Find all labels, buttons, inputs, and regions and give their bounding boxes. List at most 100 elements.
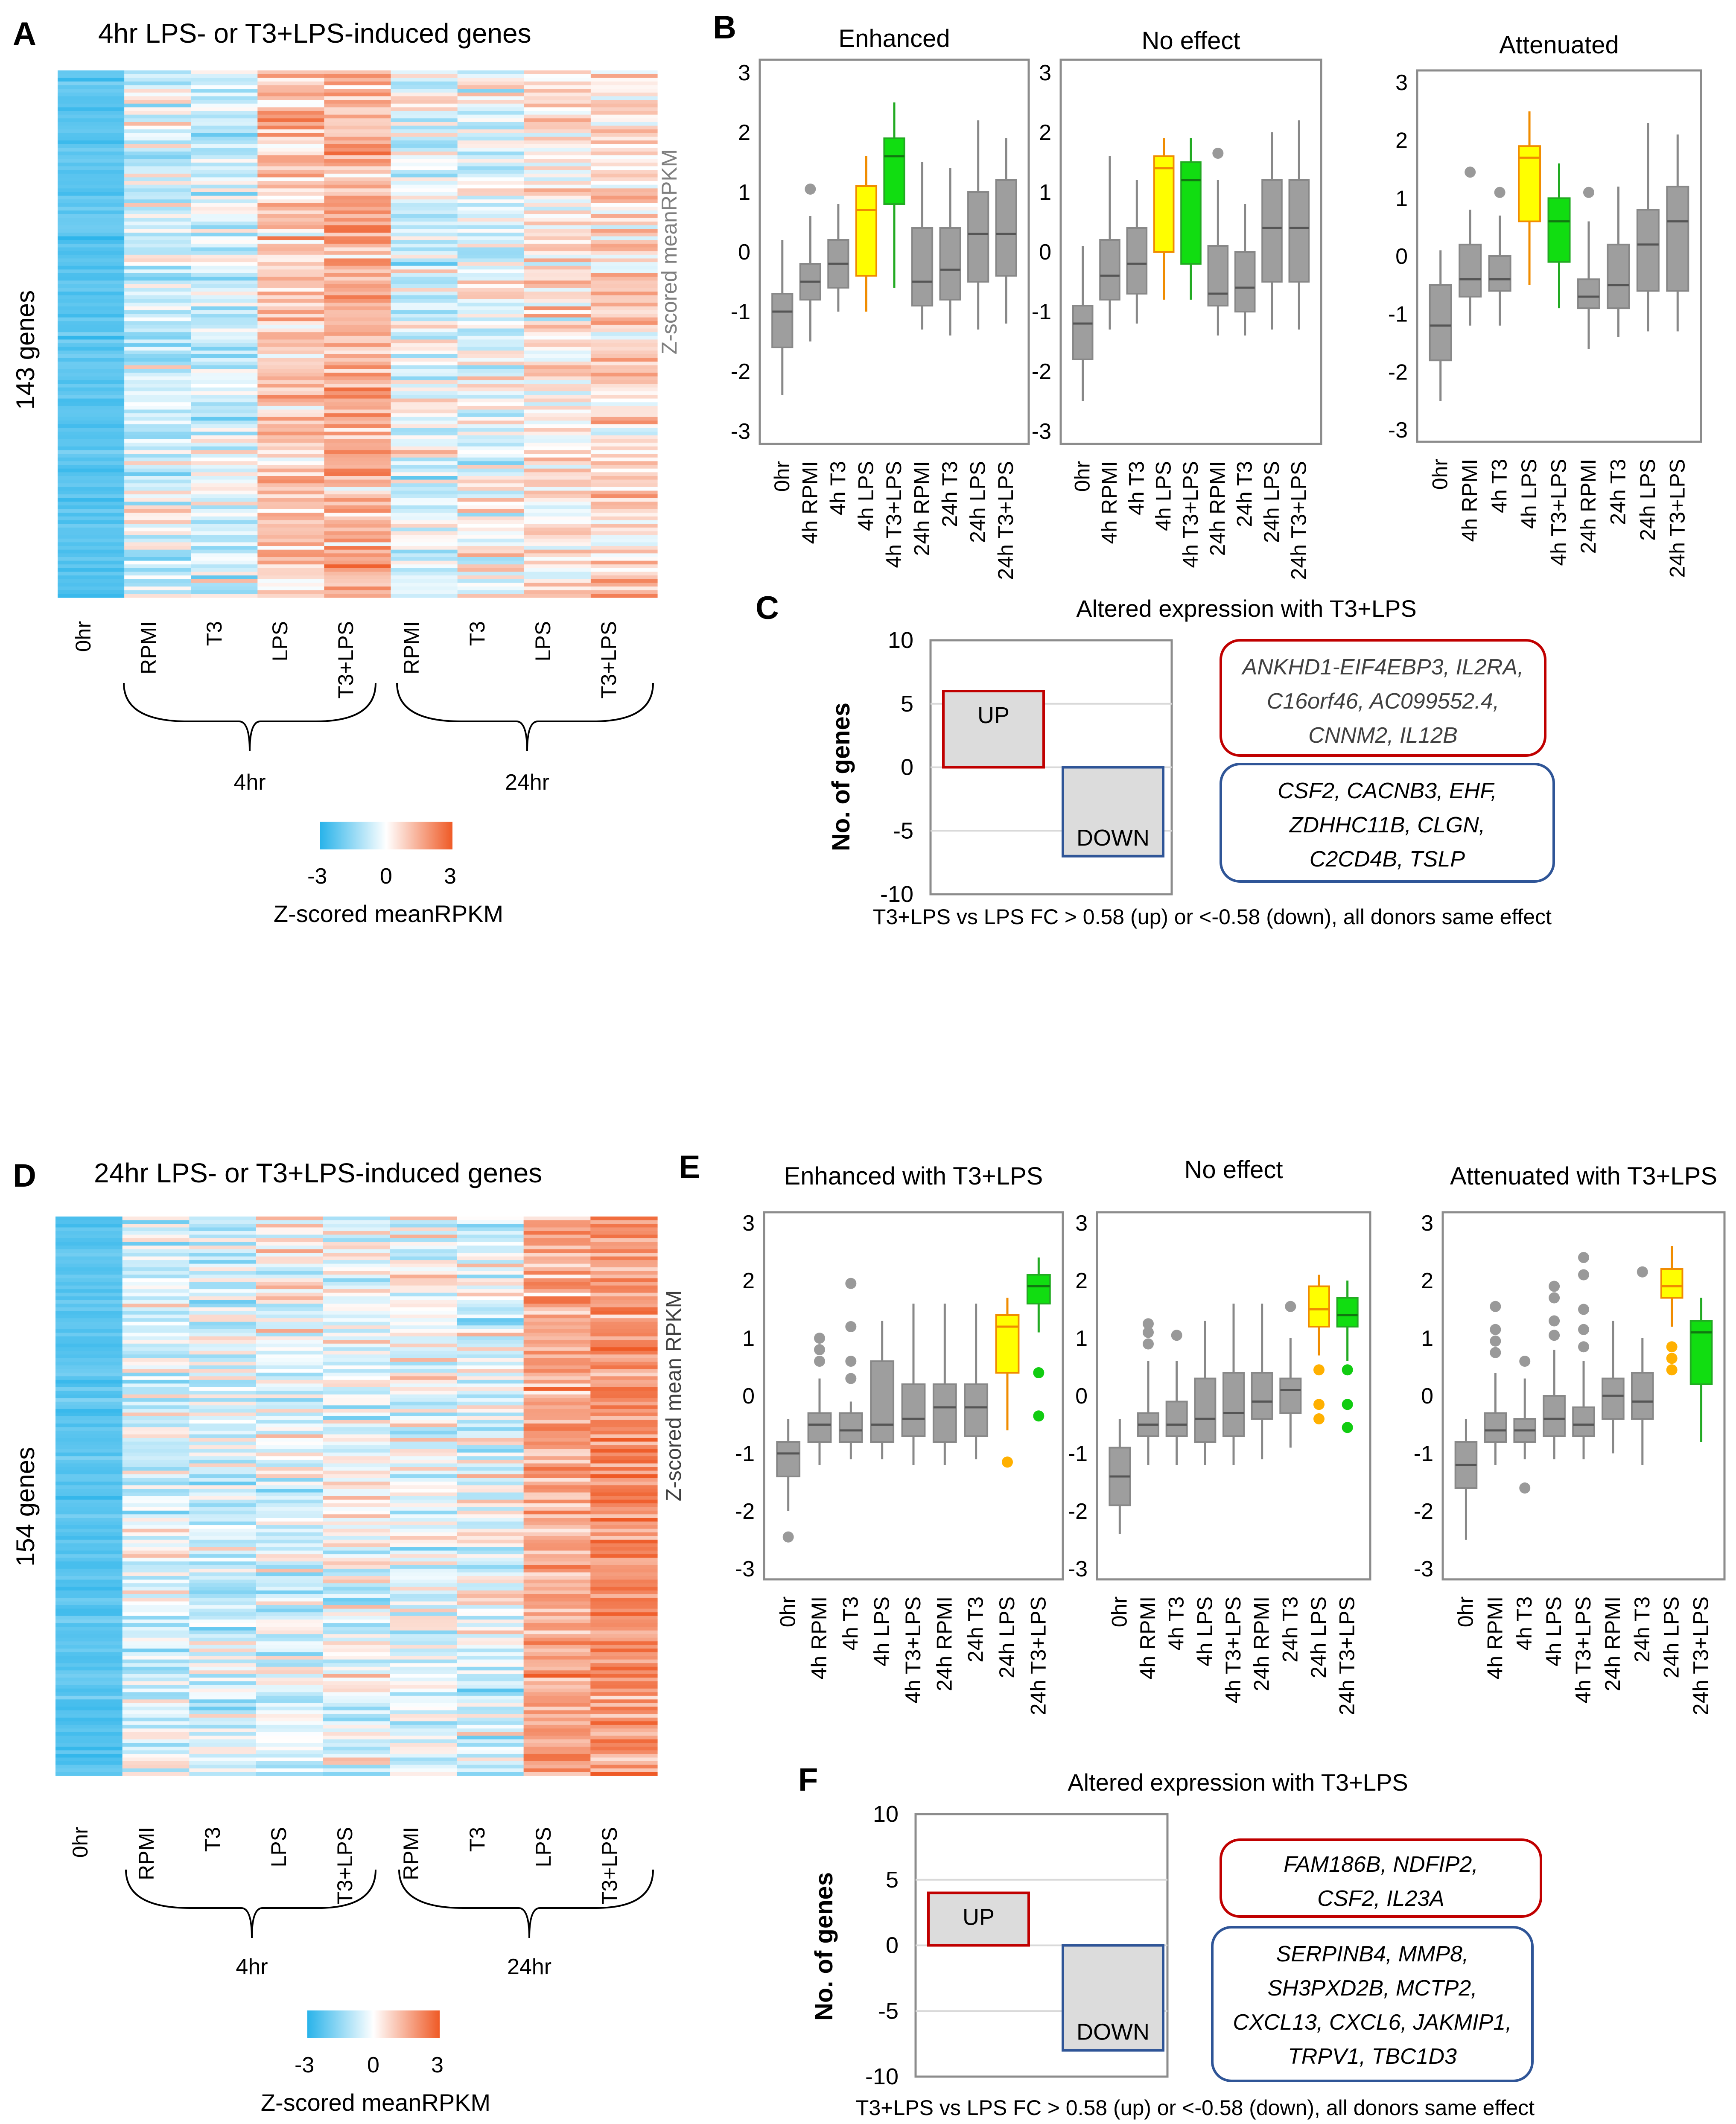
heatmap-cell (189, 1372, 257, 1377)
heatmap-cell (457, 494, 525, 499)
heatmap-cell (390, 1605, 457, 1609)
heatmap-cell (391, 184, 458, 189)
heatmap-cell (256, 1318, 324, 1322)
heatmap-cell (457, 1645, 524, 1649)
heatmap-cell (590, 177, 658, 181)
heatmap-a-title: 4hr LPS- or T3+LPS-induced genes (98, 18, 531, 49)
heatmap-cell (122, 1329, 190, 1333)
x-tick-label: 4h RPMI (1458, 459, 1482, 542)
heatmap-cell (590, 1721, 658, 1725)
heatmap-cell (457, 1605, 524, 1609)
heatmap-cell (523, 1405, 591, 1409)
heatmap-cell (590, 1645, 658, 1649)
heatmap-cell (457, 1354, 524, 1359)
heatmap-cell (324, 280, 391, 285)
heatmap-cell (122, 1427, 190, 1431)
heatmap-cell (324, 173, 391, 178)
heatmap-cell (323, 1753, 390, 1758)
heatmap-cell (590, 513, 658, 517)
heatmap-cell (523, 1231, 591, 1235)
heatmap-cell (324, 362, 391, 366)
heatmap-cell (457, 1536, 524, 1540)
heatmap-cell (524, 391, 591, 395)
heatmap-cell (122, 1318, 190, 1322)
heatmap-cell (189, 1412, 257, 1417)
heatmap-cell (122, 1688, 190, 1692)
heatmap-cell (390, 1518, 457, 1522)
heatmap-cell (324, 564, 391, 569)
heatmap-cell (524, 236, 591, 240)
heatmap-cell (55, 1550, 123, 1555)
heatmap-cell (523, 1256, 591, 1260)
heatmap-cell (189, 1739, 257, 1744)
heatmap-cell (524, 417, 591, 421)
down-genes-line: CXCL13, CXCL6, JAKMIP1, (1233, 2010, 1511, 2035)
heatmap-cell (189, 1441, 257, 1446)
heatmap-cell (124, 538, 191, 543)
heatmap-cell (457, 1423, 524, 1427)
heatmap-cell (590, 358, 658, 362)
heatmap-cell (590, 140, 658, 145)
heatmap-cell (590, 369, 658, 373)
x-tick-label: 24h T3+LPS (1287, 461, 1310, 580)
heatmap-cell (323, 1554, 390, 1558)
heatmap-cell (191, 148, 258, 152)
heatmap-cell (55, 1670, 123, 1675)
heatmap-cell (590, 1325, 658, 1330)
box-body (1279, 1377, 1302, 1414)
heatmap-cell (189, 1485, 257, 1489)
heatmap-cell (390, 1728, 457, 1733)
bar-c-ylabel: No. of genes (827, 703, 855, 851)
heatmap-cell (124, 280, 191, 285)
heatmap-cell (590, 1343, 658, 1348)
heatmap-cell (256, 1238, 324, 1243)
heatmap-cell (257, 387, 325, 391)
heatmap-cell (324, 332, 391, 336)
heatmap-cell (189, 1401, 257, 1406)
heatmap-cell (590, 1420, 658, 1424)
heatmap-cell (457, 538, 525, 543)
heatmap-cell (122, 1485, 190, 1489)
heatmap-cell (58, 210, 125, 215)
heatmap-cell (323, 1242, 390, 1246)
heatmap-cell (524, 380, 591, 384)
heatmap-cell (189, 1648, 257, 1653)
heatmap-cell (256, 1485, 324, 1489)
heatmap-cell (523, 1311, 591, 1315)
heatmap-cell (55, 1678, 123, 1682)
heatmap-cell (189, 1688, 257, 1692)
heatmap-cell (256, 1525, 324, 1529)
heatmap-cell (590, 1670, 658, 1675)
heatmap-cell (324, 148, 391, 152)
heatmap-cell (323, 1227, 390, 1231)
heatmap-cell (590, 1663, 658, 1667)
heatmap-cell (191, 122, 258, 126)
heatmap-cell (457, 520, 525, 524)
heatmap-cell (390, 1329, 457, 1333)
heatmap-cell (324, 152, 391, 156)
heatmap-cell (58, 531, 125, 535)
box-body (939, 227, 961, 301)
heatmap-cell (191, 317, 258, 321)
heatmap-cell (390, 1761, 457, 1765)
heatmap-cell (191, 166, 258, 170)
heatmap-cell (457, 1757, 524, 1762)
heatmap-cell (324, 369, 391, 373)
box-mark (1026, 1257, 1051, 1422)
heatmap-cell (256, 1732, 324, 1736)
heatmap-cell (124, 579, 191, 584)
heatmap-cell (191, 269, 258, 274)
box-body (1602, 1377, 1625, 1420)
heatmap-cell (457, 487, 525, 491)
heatmap-cell (590, 1743, 658, 1747)
heatmap-cell (55, 1536, 123, 1540)
x-tick-label: 4h T3 (826, 461, 850, 515)
heatmap-cell (191, 454, 258, 458)
heatmap-cell (524, 280, 591, 285)
heatmap-cell (55, 1717, 123, 1722)
heatmap-cell (124, 240, 191, 244)
heatmap-cell (523, 1605, 591, 1609)
heatmap-cell (590, 413, 658, 417)
heatmap-cell (257, 568, 325, 572)
heatmap-cell (124, 402, 191, 406)
